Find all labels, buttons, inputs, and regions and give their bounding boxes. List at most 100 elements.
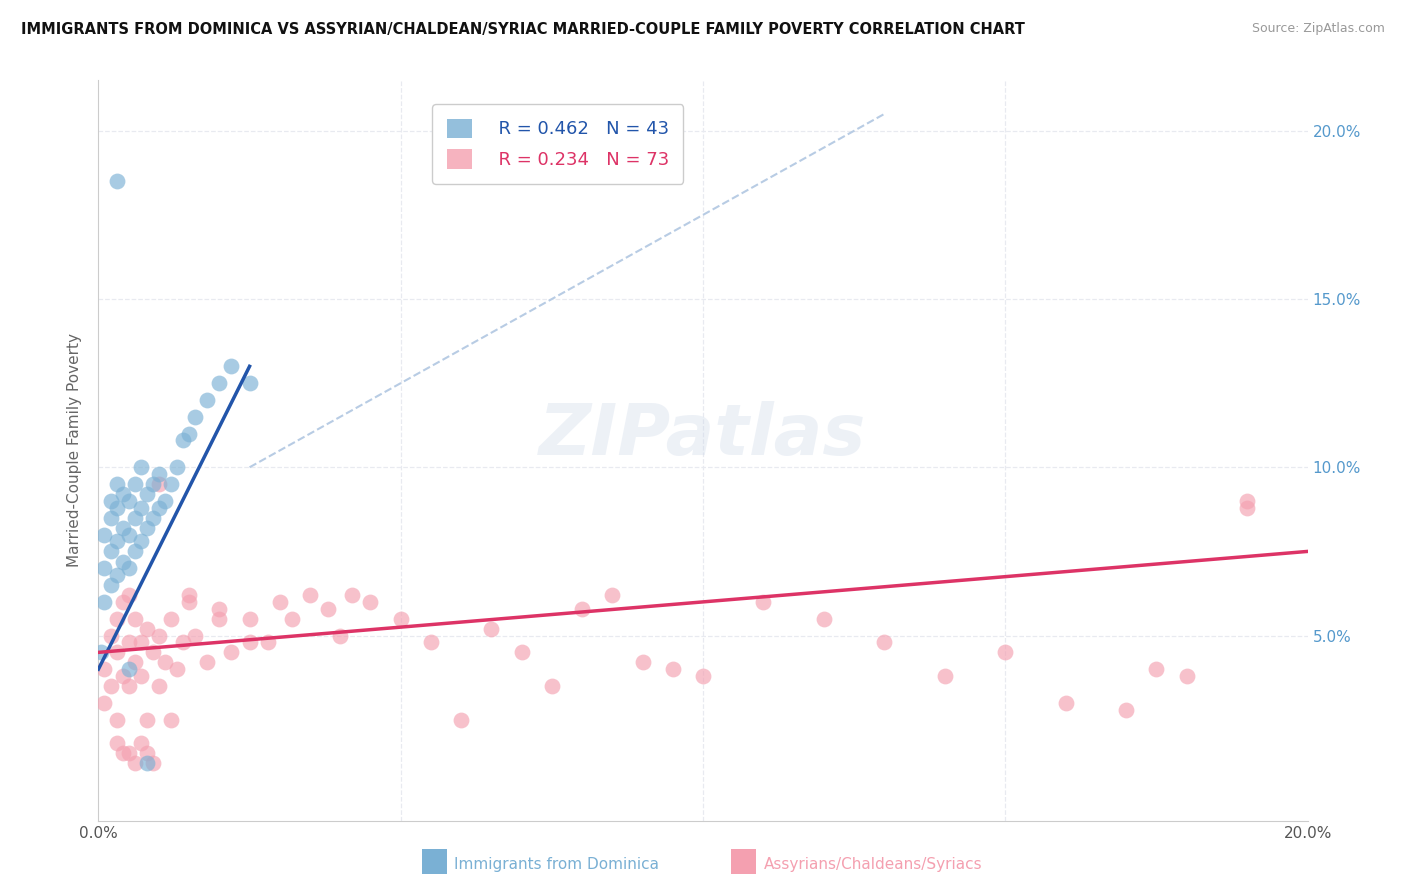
Text: Immigrants from Dominica: Immigrants from Dominica — [454, 857, 659, 871]
Point — [153, 494, 176, 508]
Point — [153, 656, 176, 670]
Point — [135, 713, 157, 727]
Point — [389, 612, 412, 626]
Point — [129, 635, 152, 649]
Point — [148, 679, 170, 693]
Point — [179, 588, 201, 602]
Point — [813, 612, 835, 626]
Point — [142, 645, 165, 659]
Point — [135, 521, 157, 535]
Point — [135, 622, 157, 636]
Point — [111, 554, 134, 569]
Point — [481, 622, 503, 636]
Point — [124, 612, 146, 626]
Point — [1054, 696, 1077, 710]
Point — [118, 747, 141, 761]
Point — [118, 588, 141, 602]
Point — [208, 601, 231, 615]
Point — [135, 747, 157, 761]
Point — [93, 696, 115, 710]
Point — [129, 736, 152, 750]
Point — [360, 595, 382, 609]
Point — [105, 568, 128, 582]
Point — [752, 595, 775, 609]
Point — [135, 756, 157, 771]
Point — [221, 645, 243, 659]
Point — [142, 756, 165, 771]
Point — [105, 477, 128, 491]
Point — [105, 736, 128, 750]
Point — [93, 662, 115, 676]
Y-axis label: Married-Couple Family Poverty: Married-Couple Family Poverty — [67, 334, 83, 567]
Point — [631, 656, 654, 670]
Point — [118, 679, 141, 693]
Point — [129, 460, 152, 475]
Point — [195, 392, 218, 407]
Point — [1175, 669, 1198, 683]
Point — [256, 635, 278, 649]
Point — [329, 628, 352, 642]
Point — [166, 662, 188, 676]
Point — [129, 500, 152, 515]
Point — [124, 477, 146, 491]
Point — [994, 645, 1017, 659]
Point — [239, 612, 262, 626]
Point — [111, 669, 134, 683]
Legend:   R = 0.462   N = 43,   R = 0.234   N = 73: R = 0.462 N = 43, R = 0.234 N = 73 — [433, 104, 683, 184]
Text: Source: ZipAtlas.com: Source: ZipAtlas.com — [1251, 22, 1385, 36]
Point — [571, 601, 593, 615]
Point — [105, 612, 128, 626]
Point — [1115, 703, 1137, 717]
Point — [934, 669, 956, 683]
Point — [160, 713, 183, 727]
Point — [124, 544, 146, 558]
Point — [100, 628, 122, 642]
Point — [142, 477, 165, 491]
Point — [111, 747, 134, 761]
Point — [118, 561, 141, 575]
Point — [148, 477, 170, 491]
Point — [118, 494, 141, 508]
Point — [93, 527, 115, 541]
Point — [124, 510, 146, 524]
Point — [105, 645, 128, 659]
Point — [105, 500, 128, 515]
Point — [239, 635, 262, 649]
Point — [148, 628, 170, 642]
Point — [93, 561, 115, 575]
Point — [160, 477, 183, 491]
Point — [269, 595, 291, 609]
Text: Assyrians/Chaldeans/Syriacs: Assyrians/Chaldeans/Syriacs — [763, 857, 981, 871]
Point — [540, 679, 562, 693]
Point — [661, 662, 683, 676]
Point — [100, 578, 122, 592]
Text: IMMIGRANTS FROM DOMINICA VS ASSYRIAN/CHALDEAN/SYRIAC MARRIED-COUPLE FAMILY POVER: IMMIGRANTS FROM DOMINICA VS ASSYRIAN/CHA… — [21, 22, 1025, 37]
Point — [602, 588, 624, 602]
Point — [129, 534, 152, 549]
Point — [208, 612, 231, 626]
Point — [124, 656, 146, 670]
Point — [135, 487, 157, 501]
Point — [105, 713, 128, 727]
Point — [93, 595, 115, 609]
Text: ZIPatlas: ZIPatlas — [540, 401, 866, 470]
Point — [166, 460, 188, 475]
Point — [1236, 494, 1258, 508]
Point — [118, 635, 141, 649]
Point — [179, 426, 201, 441]
Point — [118, 662, 141, 676]
Point — [111, 521, 134, 535]
Point — [692, 669, 714, 683]
Point — [208, 376, 231, 391]
Point — [142, 510, 165, 524]
Point — [239, 376, 262, 391]
Point — [1144, 662, 1167, 676]
Point — [148, 467, 170, 481]
Point — [510, 645, 533, 659]
Point — [148, 500, 170, 515]
Point — [111, 595, 134, 609]
Point — [299, 588, 322, 602]
Point — [281, 612, 304, 626]
Point — [100, 544, 122, 558]
Point — [195, 656, 218, 670]
